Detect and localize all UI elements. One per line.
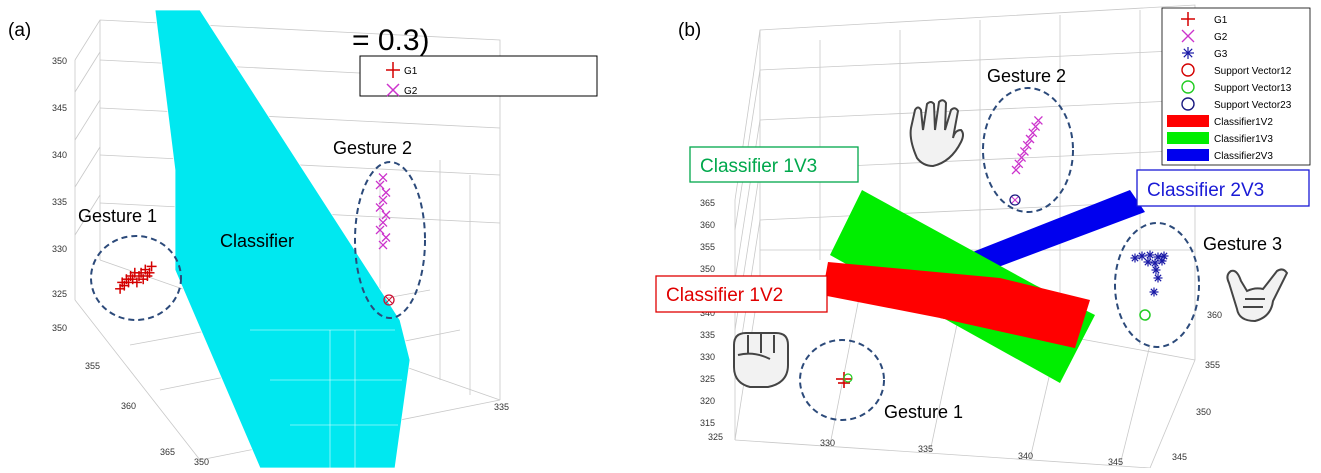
tick-label: 340 (1018, 451, 1033, 461)
support-vector-marker (1140, 310, 1150, 320)
legend-label: Support Vector23 (1214, 100, 1292, 111)
gesture3-ellipse (1115, 223, 1199, 347)
legend-label: Classifier1V2 (1214, 117, 1273, 128)
gesture1-label: Gesture 1 (884, 402, 963, 422)
panel-a-z-ticks: 350 345 340 335 330 325 (52, 56, 67, 299)
g3-point (1146, 251, 1155, 260)
legend-label: Support Vector12 (1214, 66, 1292, 77)
gesture2-label: Gesture 2 (333, 138, 412, 158)
panel-b-grid (735, 5, 1195, 468)
panel-b-g3-points (1131, 251, 1169, 297)
tick-label: 325 (52, 289, 67, 299)
tick-label: 350 (52, 323, 67, 333)
gesture1-ellipse (91, 236, 181, 320)
tick-label: 355 (85, 361, 100, 371)
classifier-label: Classifier (220, 231, 294, 251)
tick-label: 325 (700, 374, 715, 384)
legend-marker (1167, 132, 1209, 144)
panel-b-z-ticks: 365 360 355 350 345 340 335 330 325 320 … (700, 198, 715, 428)
panel-b-legend: G1 G2 G3 Support Vector12 Support Vector… (1162, 8, 1310, 165)
legend-box (360, 56, 597, 96)
tick-label: 335 (700, 330, 715, 340)
tick-label: 350 (1196, 407, 1211, 417)
classifier-1v2-label: Classifier 1V2 (666, 285, 783, 306)
panel-b-g2-points (1012, 116, 1042, 174)
g3-point (1144, 258, 1153, 267)
tick-label: 360 (700, 220, 715, 230)
panel-a-x-ticks: 350 355 360 365 (52, 323, 175, 457)
panel-a-legend: G1 G2 (360, 56, 597, 97)
tick-label: 355 (1205, 360, 1220, 370)
legend-label: G3 (1214, 49, 1228, 60)
tick-label: 340 (52, 150, 67, 160)
g3-point (1131, 254, 1140, 263)
tick-label: 360 (121, 401, 136, 411)
gesture3-label: Gesture 3 (1203, 234, 1282, 254)
tick-label: 345 (1108, 457, 1123, 467)
g2-point (379, 174, 387, 182)
classifier-2v3-label: Classifier 2V3 (1147, 180, 1264, 201)
g2-point (382, 234, 390, 242)
legend-marker (1167, 149, 1209, 161)
tick-label: 335 (52, 197, 67, 207)
tick-label: 325 (708, 432, 723, 442)
g3-point (1158, 257, 1167, 266)
tick-label: 330 (820, 438, 835, 448)
panel-b-g1-points (836, 372, 852, 388)
g3-point (1152, 266, 1161, 275)
tick-label: 330 (52, 244, 67, 254)
g3-point (1182, 47, 1194, 59)
g2-point (382, 211, 390, 219)
panel-b-y-ticks: 345 350 355 360 (1172, 310, 1222, 462)
tick-label: 360 (1207, 310, 1222, 320)
tick-label: 335 (494, 402, 509, 412)
tick-label: 365 (160, 447, 175, 457)
fist-icon (734, 333, 788, 387)
tick-label: 350 (700, 264, 715, 274)
tick-label: 355 (700, 242, 715, 252)
tick-label: 365 (700, 198, 715, 208)
open-hand-icon (911, 100, 963, 166)
panel-b: (b) (656, 5, 1310, 468)
legend-label: Classifier2V3 (1214, 151, 1273, 162)
tick-label: 345 (52, 103, 67, 113)
title-fragment: = 0.3) (352, 24, 430, 57)
legend-label: Support Vector13 (1214, 83, 1292, 94)
g3-point (1154, 274, 1163, 283)
tick-label: 330 (700, 352, 715, 362)
gesture2-ellipse (983, 88, 1073, 212)
g3-point (1151, 259, 1160, 268)
gesture1-label: Gesture 1 (78, 206, 157, 226)
legend-label: G1 (1214, 15, 1228, 26)
gesture1-ellipse (800, 340, 884, 420)
support-vector-marker (844, 374, 852, 382)
g2-point (382, 189, 390, 197)
tick-label: 345 (1172, 452, 1187, 462)
classifier-1v3-label: Classifier 1V3 (700, 156, 817, 177)
panel-a-label: (a) (8, 20, 31, 41)
panel-b-label: (b) (678, 20, 701, 41)
panel-a-g2-points (376, 174, 390, 250)
legend-label: Classifier1V3 (1214, 134, 1273, 145)
legend-label: G1 (404, 66, 418, 77)
panel-a: (a) 350 345 340 (8, 10, 597, 468)
tick-label: 335 (918, 444, 933, 454)
tick-label: 315 (700, 418, 715, 428)
legend-marker (1167, 115, 1209, 127)
legend-label: G2 (404, 86, 418, 97)
g3-point (1150, 288, 1159, 297)
shaka-hand-icon (1227, 269, 1287, 321)
tick-label: 320 (700, 396, 715, 406)
legend-label: G2 (1214, 32, 1228, 43)
tick-label: 350 (52, 56, 67, 66)
gesture2-label: Gesture 2 (987, 66, 1066, 86)
tick-label: 350 (194, 457, 209, 467)
